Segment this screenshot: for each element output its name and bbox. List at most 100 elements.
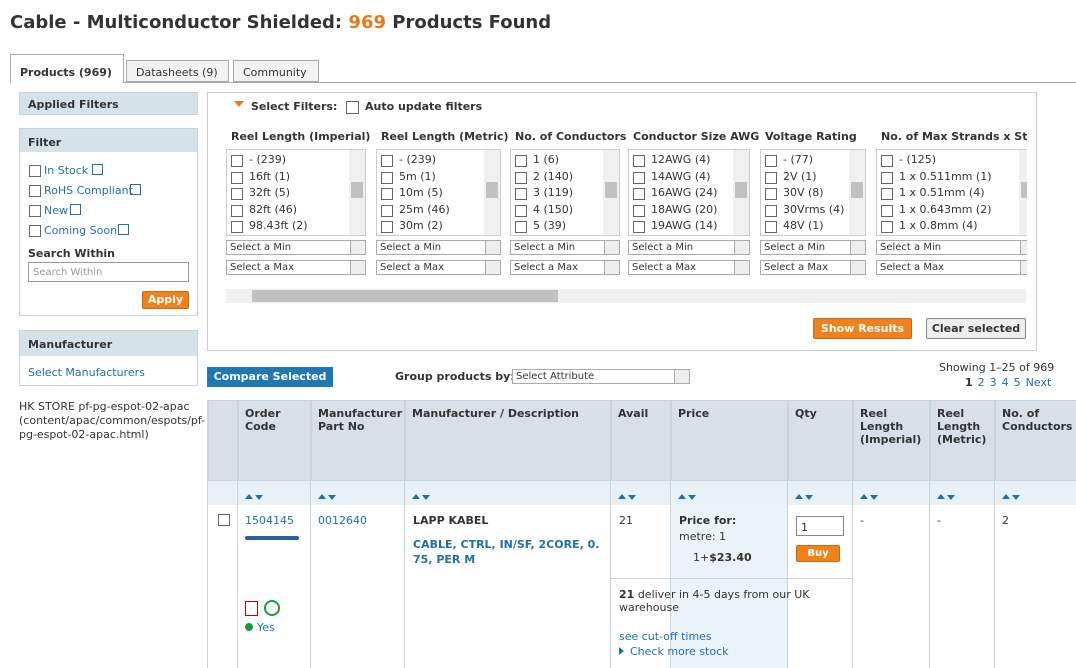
option[interactable]: - (77) (783, 153, 814, 166)
sort-arrows[interactable] (412, 490, 420, 499)
max-select[interactable]: Select a Max (510, 260, 620, 275)
sort-arrows[interactable] (255, 495, 263, 504)
tab[interactable]: Datasheets (9) (126, 60, 229, 82)
page-link[interactable]: 4 (1001, 376, 1009, 389)
option[interactable]: 2V (1) (783, 169, 817, 183)
page-link[interactable]: 1 (965, 376, 973, 389)
min-select[interactable]: Select a Min (760, 240, 866, 255)
checkbox[interactable] (881, 188, 893, 200)
scroll-thumb[interactable] (252, 290, 558, 302)
page-link[interactable]: Next (1025, 376, 1052, 389)
checkbox[interactable] (515, 155, 527, 167)
checkbox[interactable] (881, 171, 893, 184)
sort-arrows[interactable] (947, 495, 955, 504)
cutoff-link[interactable]: see cut-off times (619, 630, 712, 643)
option[interactable]: - (239) (249, 153, 287, 166)
min-select[interactable]: Select a Min (376, 240, 501, 255)
checkbox[interactable] (231, 171, 243, 184)
min-select[interactable]: Select a Min (226, 240, 366, 255)
checkbox[interactable] (29, 225, 41, 237)
option[interactable]: 1 x 0.8mm (4) (899, 219, 978, 232)
page-link[interactable]: 2 (977, 376, 985, 389)
option[interactable]: 30m (2) (399, 219, 443, 232)
filter-option[interactable]: Coming Soon (44, 224, 118, 237)
option[interactable]: 14AWG (4) (651, 169, 711, 183)
option[interactable]: - (239) (399, 153, 437, 166)
sort-arrows[interactable] (860, 490, 868, 499)
option[interactable]: 30V (8) (783, 186, 824, 199)
option[interactable]: 30Vrms (4) (783, 202, 845, 216)
checkbox[interactable] (633, 188, 645, 200)
checkbox[interactable] (633, 204, 645, 217)
option[interactable]: 16ft (1) (249, 169, 291, 183)
sort-arrows[interactable] (245, 490, 253, 499)
sort-arrows[interactable] (688, 495, 696, 504)
option[interactable]: 16AWG (24) (651, 186, 718, 199)
sort-arrows[interactable] (1002, 490, 1010, 499)
option[interactable]: 4 (150) (533, 202, 574, 216)
sort-arrows[interactable] (870, 495, 878, 504)
checkbox[interactable] (29, 165, 41, 177)
option[interactable]: 25m (46) (399, 202, 450, 216)
max-select[interactable]: Select a Max (376, 260, 501, 275)
apply-button[interactable]: Apply (142, 291, 189, 309)
option[interactable]: 1 x 0.51mm (4) (899, 186, 985, 199)
checkbox[interactable] (633, 155, 645, 167)
page-link[interactable]: 5 (1013, 376, 1021, 389)
tab[interactable]: Products (969) (10, 54, 124, 83)
buy-button[interactable]: Buy (796, 545, 840, 562)
sort-arrows[interactable] (422, 495, 430, 504)
checkbox[interactable] (633, 171, 645, 184)
checkbox[interactable] (381, 155, 393, 167)
option[interactable]: 82ft (46) (249, 202, 298, 216)
search-input[interactable]: Search Within (28, 262, 189, 282)
checkbox[interactable] (881, 204, 893, 217)
checkbox[interactable] (765, 171, 777, 184)
filter-option[interactable]: RoHS Compliant (44, 184, 133, 197)
checkbox[interactable] (381, 204, 393, 217)
max-select[interactable]: Select a Max (226, 260, 366, 275)
filter-option[interactable]: New (44, 204, 68, 217)
option[interactable]: 2 (140) (533, 169, 574, 183)
filter-option[interactable]: In Stock (44, 164, 89, 177)
tab[interactable]: Community (233, 60, 319, 82)
manufacturer-link[interactable]: Select Manufacturers (28, 366, 145, 379)
option[interactable]: 1 x 0.643mm (2) (899, 202, 992, 216)
checkbox[interactable] (218, 514, 230, 526)
checkbox[interactable] (29, 205, 41, 217)
qty-input[interactable]: 1 (796, 516, 844, 536)
option[interactable]: 1 x 0.511mm (1) (899, 169, 992, 183)
sort-arrows[interactable] (628, 495, 636, 504)
checkbox[interactable] (515, 204, 527, 217)
group-select[interactable]: Select Attribute (512, 369, 690, 384)
compare-button[interactable]: Compare Selected (207, 367, 333, 387)
min-select[interactable]: Select a Min (628, 240, 750, 255)
checkbox[interactable] (881, 221, 893, 233)
option[interactable]: 18AWG (20) (651, 202, 718, 216)
option[interactable]: 5 (39) (533, 219, 567, 232)
checkbox[interactable] (381, 188, 393, 200)
description[interactable]: CABLE, CTRL, IN/SF, 2CORE, 0.75, PER M (413, 538, 600, 566)
sort-arrows[interactable] (805, 495, 813, 504)
option[interactable]: 5m (1) (399, 169, 436, 183)
sort-arrows[interactable] (328, 495, 336, 504)
more-stock[interactable]: Check more stock (630, 645, 729, 658)
option[interactable]: 48V (1) (783, 219, 824, 232)
mfr-part[interactable]: 0012640 (318, 514, 367, 527)
max-select[interactable]: Select a Max (760, 260, 866, 275)
min-select[interactable]: Select a Min (510, 240, 620, 255)
checkbox[interactable] (29, 185, 41, 197)
option[interactable]: 1 (6) (533, 153, 560, 166)
checkbox[interactable] (765, 155, 777, 167)
max-select[interactable]: Select a Max (876, 260, 1027, 275)
option[interactable]: 19AWG (14) (651, 219, 718, 232)
option[interactable]: - (125) (899, 153, 937, 166)
checkbox[interactable] (346, 101, 359, 114)
checkbox[interactable] (515, 188, 527, 200)
sort-arrows[interactable] (795, 490, 803, 499)
clear-selected[interactable]: Clear selected (926, 318, 1026, 339)
checkbox[interactable] (881, 155, 893, 167)
checkbox[interactable] (633, 221, 645, 233)
option[interactable]: 98.43ft (2) (249, 219, 308, 232)
checkbox[interactable] (231, 204, 243, 217)
